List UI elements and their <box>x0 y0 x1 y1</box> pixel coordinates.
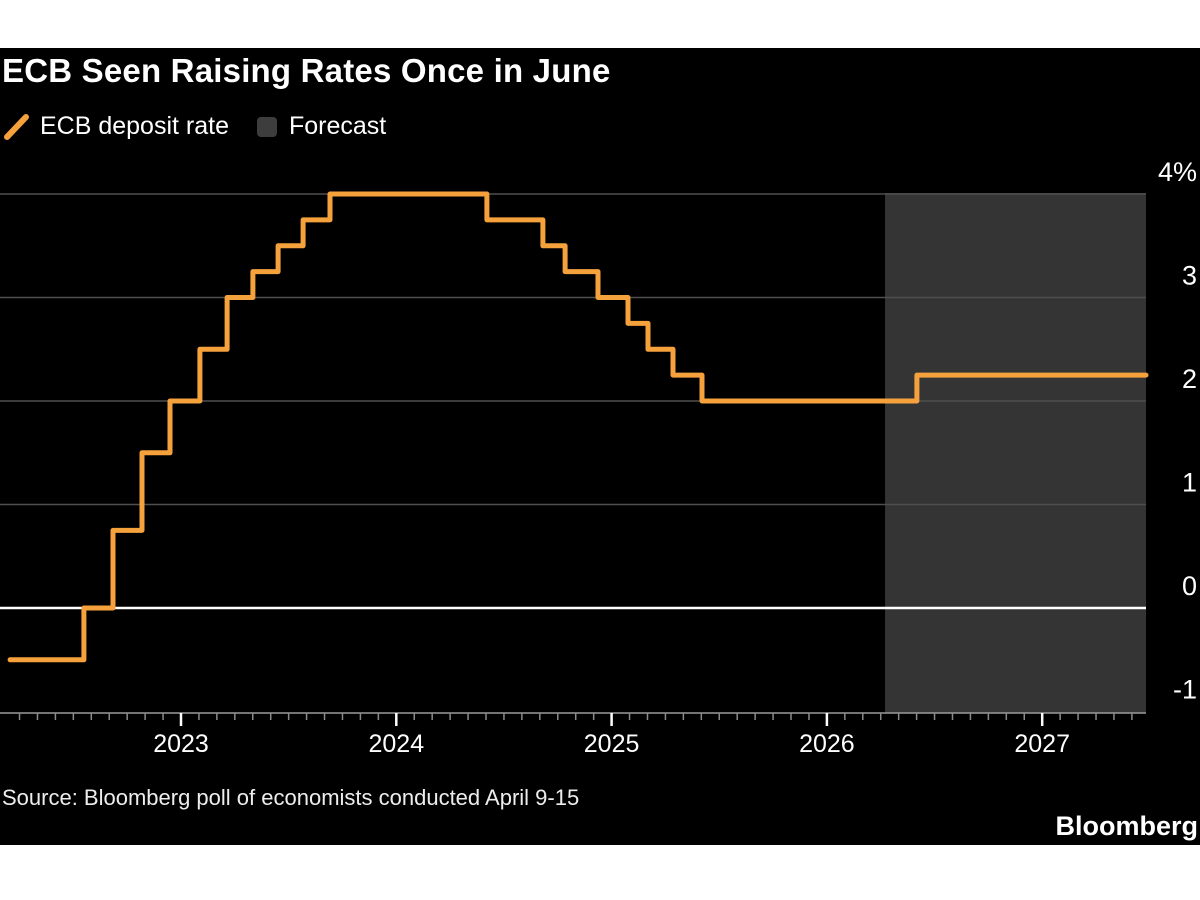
chart-title: ECB Seen Raising Rates Once in June <box>2 52 611 89</box>
x-axis-label-2024: 2024 <box>368 730 424 758</box>
legend-label-forecast: Forecast <box>289 112 387 140</box>
forecast-band <box>885 193 1146 713</box>
x-axis-label-2023: 2023 <box>153 730 209 758</box>
x-axis-label-2027: 2027 <box>1014 730 1070 758</box>
y-axis-label-0: 0 <box>1182 571 1197 601</box>
y-axis-label--1: -1 <box>1173 675 1197 705</box>
legend-item-deposit-rate: ECB deposit rate <box>4 112 229 141</box>
deposit-rate-line <box>7 191 1149 663</box>
y-axis-label-1: 1 <box>1182 468 1197 498</box>
bloomberg-logo: Bloomberg <box>1055 811 1198 841</box>
legend-item-forecast: Forecast <box>257 112 386 141</box>
legend-label-deposit-rate: ECB deposit rate <box>40 112 229 140</box>
y-axis-label-2: 2 <box>1182 364 1197 394</box>
forecast-swatch-icon <box>257 116 277 137</box>
y-axis-label-3: 3 <box>1182 261 1197 291</box>
source-note: Source: Bloomberg poll of economists con… <box>2 785 580 810</box>
x-axis-label-2025: 2025 <box>584 730 640 758</box>
chart-legend: ECB deposit rate Forecast <box>4 112 386 141</box>
y-axis-label-4%: 4% <box>1158 157 1197 187</box>
orange-slash-icon <box>4 113 29 140</box>
x-axis-label-2026: 2026 <box>799 730 855 758</box>
